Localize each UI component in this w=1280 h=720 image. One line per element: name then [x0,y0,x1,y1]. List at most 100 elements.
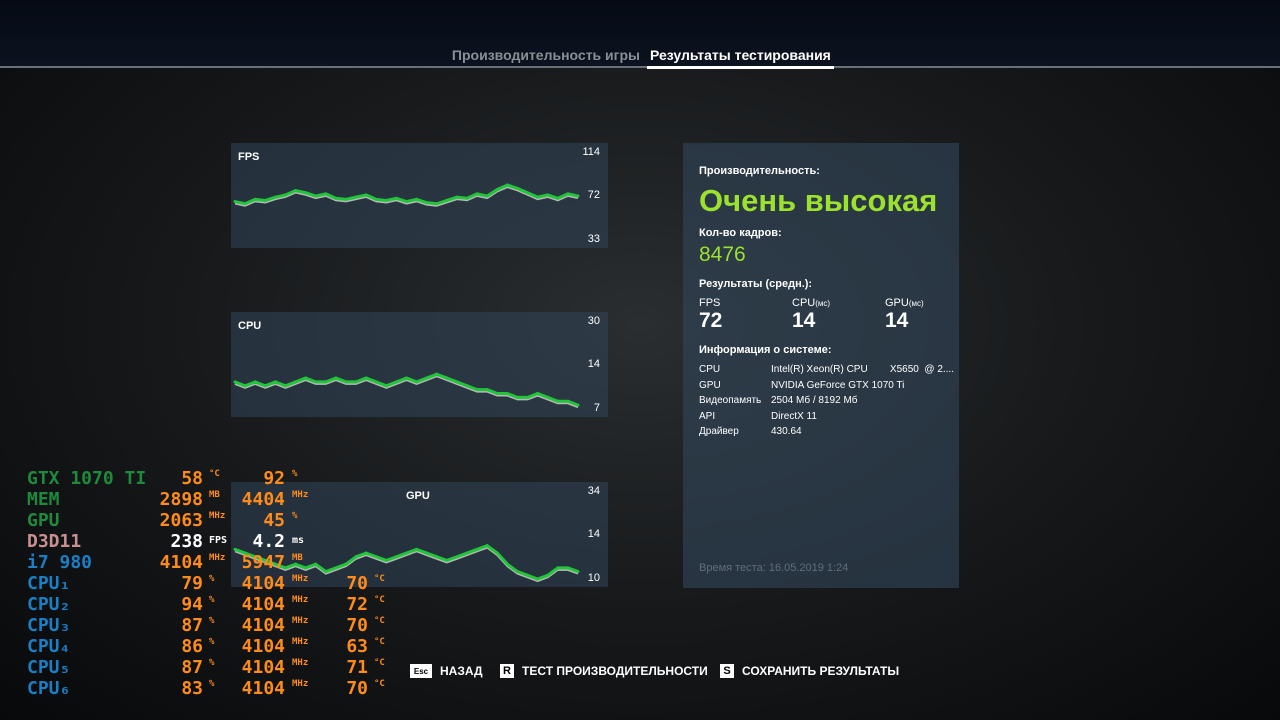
chart-point [566,566,570,570]
osd-value: 92 [263,468,285,489]
system-info-value: NVIDIA GeForce GTX 1070 Ti [771,379,905,391]
system-info-key: GPU [699,379,721,391]
divider [0,66,1280,68]
chart-point [475,547,479,551]
chart-point [495,392,499,396]
chart-point [425,551,429,555]
osd-label: GTX 1070 TI [27,468,147,489]
chart-point [334,376,338,380]
chart-point [455,380,459,384]
chart-point [405,200,408,204]
chart-point [334,566,338,570]
chart-point [495,551,499,555]
osd-value: 58 [181,468,203,489]
average-cpu: CPU(мс) 14 [792,297,830,333]
chart-tick: 7 [593,402,600,414]
chart-point [344,562,348,566]
chart-point [465,551,469,555]
benchmark-button[interactable]: R ТЕСТ ПРОИЗВОДИТЕЛЬНОСТИ [500,664,708,678]
osd-value: 4404 [241,489,285,510]
chart-point [344,197,348,201]
chart-point [253,555,257,559]
chart-point [445,558,449,562]
chart-point [425,376,429,380]
key-hint-icon: Esc [410,664,432,678]
chart-point [394,380,398,384]
osd-unit: MHz [292,490,309,500]
chart-point [263,558,267,562]
chart-plot [233,372,580,409]
performance-label: Производительность: [699,165,820,177]
osd-unit: FPS [209,535,228,546]
chart-point [364,193,368,197]
key-hint-icon: R [500,664,514,678]
chart-point [253,197,257,201]
osd-row: CPU₆ 83% 4104 MHz 70 °C [0,678,400,699]
average-value: 14 [885,309,909,332]
chart-point [314,194,318,198]
chart-point [435,555,439,559]
chart-point [475,388,479,392]
osd-value: 86 [181,636,203,657]
osd-value: 5947 [241,552,285,573]
chart-title: FPS [238,151,260,163]
system-info-key: API [699,410,716,422]
chart-point [384,384,388,388]
chart-point [445,376,449,380]
chart-point [546,573,550,577]
osd-unit: MHz [209,511,226,521]
chart-point [455,555,459,559]
chart-point [536,392,540,396]
chart-point [515,186,519,190]
osd-value: 4104 [241,678,285,699]
chart-tick: 72 [587,189,600,201]
osd-row: D3D11 238 FPS 4.2 ms [0,531,400,552]
osd-value: 87 [181,657,203,678]
system-info-value: DirectX 11 [771,410,817,422]
chart-tick: 114 [582,146,600,158]
osd-unit: % [292,469,298,479]
osd-value: 79 [181,573,203,594]
chart-title: CPU [238,320,262,332]
chart-series-shadow [234,546,579,583]
osd-value: 4104 [241,657,285,678]
chart-point [344,380,348,384]
chart-point [566,399,570,403]
chart-point [415,547,419,551]
chart-point [485,194,489,198]
chart-point [354,380,358,384]
chart-point [505,183,509,187]
chart-point [233,200,237,204]
system-info-label: Информация о системе: [699,344,832,356]
osd-row: CPU₁ 79% 4104 MHz 70 °C [0,573,400,594]
osd-value: 87 [181,615,203,636]
save-results-button[interactable]: S СОХРАНИТЬ РЕЗУЛЬТАТЫ [720,664,899,678]
osd-row: CPU₄ 86% 4104 MHz 63 °C [0,636,400,657]
chart-point [435,202,439,206]
osd-row: MEM 2898 MB 4404 MHz [0,489,400,510]
chart-point [233,380,237,384]
chart-point [556,399,560,403]
chart-point [394,196,398,200]
osd-unit: °C [374,616,385,626]
osd-unit: °C [374,637,385,647]
results-panel: Производительность: Очень высокая Кол-во… [683,143,959,588]
chart-point [546,395,550,399]
system-info-value: Intel(R) Xeon(R) CPU X5650 @ 2.... [771,364,954,375]
osd-unit: % [209,637,215,647]
osd-value: 4104 [159,552,203,573]
test-time: Время теста: 16.05.2019 1:24 [699,562,849,574]
tab-game-performance[interactable]: Производительность игры [451,47,640,63]
chart-point [294,562,298,566]
back-button[interactable]: Esc НАЗАД [410,664,483,678]
frames-label: Кол-во кадров: [699,227,782,239]
chart-point [415,197,419,201]
chart-series-shadow [234,375,579,409]
average-label: FPS [699,297,721,309]
chart-point [324,192,328,196]
chart-point [465,196,469,200]
chart-point [556,196,560,200]
chart-point [243,551,247,555]
performance-value: Очень высокая [699,183,938,218]
tab-test-results[interactable]: Результаты тестирования [647,47,834,69]
